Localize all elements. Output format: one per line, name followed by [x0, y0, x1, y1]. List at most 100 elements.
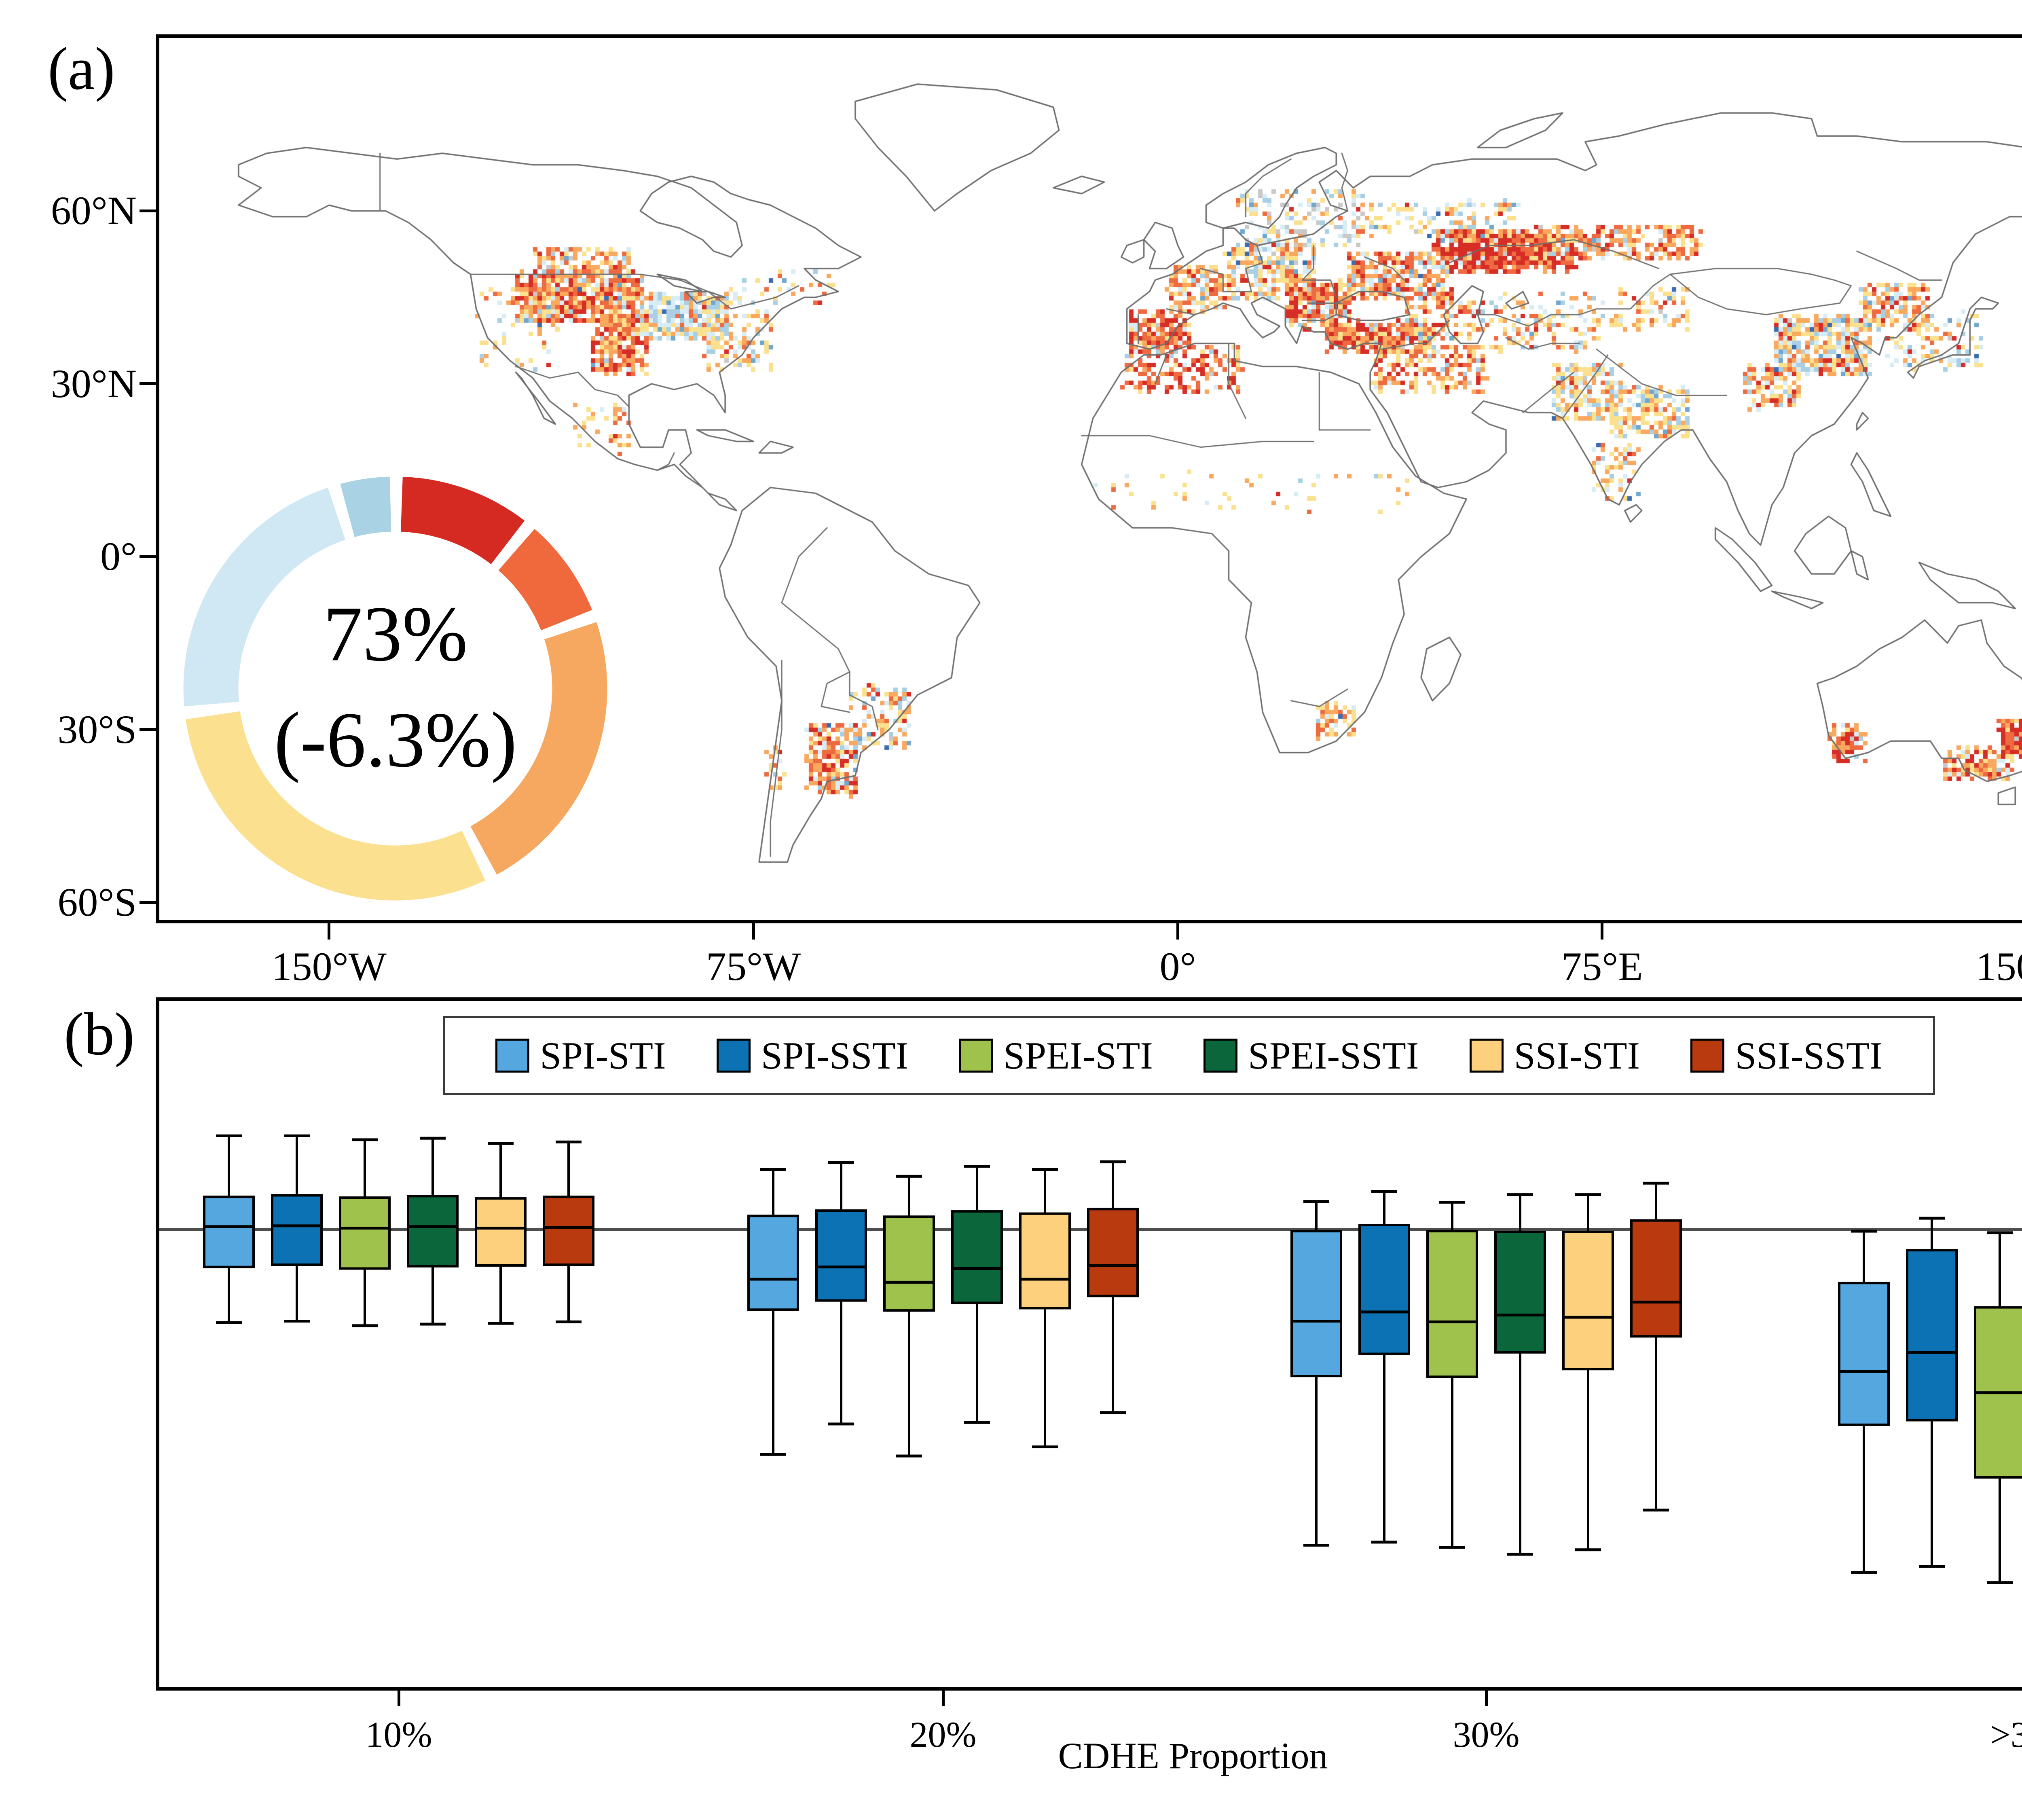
lon-tick-label: 75°W — [706, 944, 801, 989]
box-body — [747, 1215, 799, 1311]
boxplot-legend: SPI-STI SPI-SSTI SPEI-STI SPEI-SSTI SSI-STI S… — [443, 1016, 1935, 1095]
legend-label-SPI-SSTI: SPI-SSTI — [761, 1034, 909, 1077]
box-SSI-STI-10% — [475, 1142, 527, 1325]
box-body — [883, 1215, 935, 1312]
legend-label-SPEI-SSTI: SPEI-SSTI — [1248, 1034, 1419, 1077]
box-body — [1906, 1249, 1958, 1422]
box-body — [543, 1196, 594, 1266]
legend-entry-SPEI-STI: SPEI-STI — [959, 1034, 1153, 1077]
box-SPI-STI-20% — [747, 1168, 799, 1456]
box-SPEI-SSTI-30% — [1494, 1193, 1546, 1556]
donut-segment-gain-5-15 — [340, 476, 391, 537]
lon-tick — [328, 923, 331, 940]
legend-label-SPI-STI: SPI-STI — [540, 1034, 666, 1077]
legend-entry-SSI-SSTI: SSI-SSTI — [1690, 1034, 1882, 1077]
legend-swatch-SPEI-STI — [959, 1039, 993, 1073]
legend-label-SSI-SSTI: SSI-SSTI — [1735, 1034, 1882, 1077]
box-SPEI-STI-20% — [883, 1175, 935, 1458]
lat-tick-label: 60°S — [57, 880, 137, 925]
box-SPI-SSTI->30% — [1906, 1217, 1958, 1568]
box-SSI-SSTI-10% — [543, 1141, 594, 1323]
lat-tick — [140, 728, 156, 731]
box-body — [1358, 1224, 1410, 1355]
lat-tick-label: 60°N — [51, 188, 137, 233]
x-group-label: 30% — [1453, 1715, 1520, 1755]
box-SPI-SSTI-20% — [815, 1161, 867, 1426]
donut-share-label: 73% — [323, 590, 468, 678]
box-SPEI-SSTI-20% — [951, 1165, 1003, 1424]
legend-swatch-SSI-STI — [1469, 1039, 1504, 1073]
box-body — [203, 1196, 255, 1268]
lon-tick — [1601, 923, 1604, 940]
box-SPI-SSTI-30% — [1358, 1190, 1410, 1544]
lon-tick-label: 150°W — [271, 944, 387, 989]
x-group-tick — [1485, 1691, 1488, 1706]
legend-entry-SSI-STI: SSI-STI — [1469, 1034, 1640, 1077]
legend-entry-SPI-SSTI: SPI-SSTI — [716, 1034, 909, 1077]
legend-label-SPEI-STI: SPEI-STI — [1003, 1034, 1153, 1077]
box-body — [815, 1209, 867, 1302]
box-body — [1838, 1282, 1890, 1426]
box-body — [407, 1195, 459, 1268]
x-group-label: 10% — [365, 1715, 432, 1755]
legend-swatch-SPI-SSTI — [716, 1039, 751, 1073]
boxplot-frame — [156, 997, 2022, 1691]
legend-swatch-SSI-SSTI — [1690, 1039, 1725, 1073]
lat-tick-label: 0° — [100, 534, 137, 579]
world-map-canvas — [159, 38, 2022, 920]
box-body — [1562, 1230, 1614, 1371]
boxplot-canvas — [159, 1134, 2022, 1584]
donut-segment-loss-0-5 — [186, 711, 485, 901]
box-body — [1494, 1230, 1546, 1354]
x-group-tick — [941, 1691, 945, 1706]
box-SPI-SSTI-10% — [271, 1134, 323, 1323]
boxplot-x-title: CDHE Proportion — [1058, 1735, 1328, 1776]
box-SSI-SSTI-30% — [1630, 1181, 1682, 1512]
legend-label-SSI-STI: SSI-STI — [1514, 1034, 1640, 1077]
lon-tick — [1176, 923, 1179, 940]
box-SPEI-STI-30% — [1426, 1200, 1478, 1549]
box-body — [1019, 1212, 1071, 1310]
donut-chart — [183, 476, 607, 901]
box-body — [1630, 1219, 1682, 1338]
legend-swatch-SPI-STI — [495, 1039, 530, 1073]
world-map-frame — [156, 34, 2022, 923]
donut-segment-loss-15-25 — [498, 529, 592, 631]
box-SPI-STI-10% — [203, 1134, 255, 1324]
donut-segment-loss-5-15 — [470, 622, 607, 875]
box-SPEI-SSTI-10% — [407, 1136, 459, 1326]
box-body — [271, 1194, 323, 1266]
legend-entry-SPI-STI: SPI-STI — [495, 1034, 666, 1077]
donut-mean-label: (-6.3%) — [274, 696, 517, 784]
panel-a-label: (a) — [48, 35, 115, 102]
box-SPEI-STI-10% — [339, 1138, 391, 1327]
legend-swatch-SPEI-SSTI — [1203, 1039, 1238, 1073]
lon-tick-label: 0° — [1159, 944, 1196, 989]
x-group-label: >30% — [1990, 1715, 2022, 1755]
x-group-label: 20% — [909, 1715, 977, 1755]
legend-entry-SPEI-SSTI: SPEI-SSTI — [1203, 1034, 1419, 1077]
box-body — [1290, 1230, 1342, 1378]
box-SSI-STI-20% — [1019, 1168, 1071, 1448]
box-SPI-STI->30% — [1838, 1230, 1890, 1574]
box-SPI-STI-30% — [1290, 1200, 1342, 1547]
lat-tick — [140, 555, 156, 558]
lat-tick — [140, 209, 156, 212]
lon-tick-label: 75°E — [1561, 944, 1643, 989]
box-body — [1087, 1208, 1139, 1297]
box-SSI-SSTI-20% — [1087, 1160, 1139, 1414]
lon-tick — [752, 923, 755, 940]
lat-tick-label: 30°S — [57, 707, 137, 752]
box-SSI-STI-30% — [1562, 1193, 1614, 1551]
lat-tick-label: 30°N — [51, 361, 137, 406]
box-body — [951, 1210, 1003, 1304]
panel-b-label: (b) — [64, 1001, 135, 1068]
box-SPEI-STI->30% — [1974, 1231, 2022, 1584]
donut-segment-loss-gt-25 — [401, 476, 525, 565]
lat-tick — [140, 382, 156, 385]
donut-segment-gain-0-5 — [183, 487, 346, 707]
x-group-tick — [397, 1691, 400, 1706]
box-body — [1426, 1230, 1478, 1378]
lon-tick-label: 150°E — [1975, 944, 2022, 989]
